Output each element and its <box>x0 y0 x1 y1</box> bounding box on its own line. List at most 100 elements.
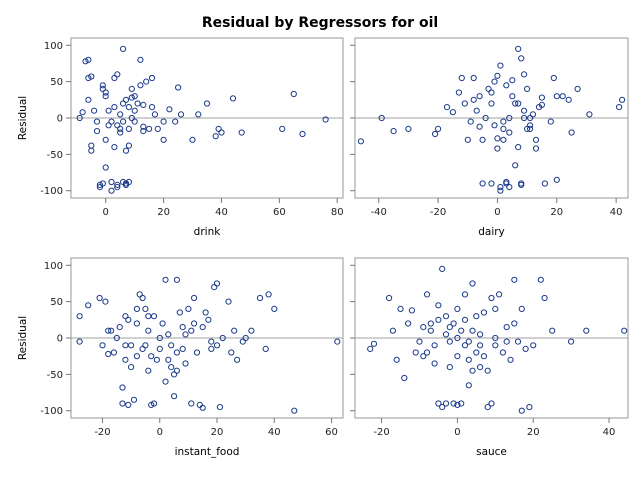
data-point <box>150 400 158 407</box>
data-point <box>467 118 474 125</box>
data-point <box>509 77 516 84</box>
data-point <box>234 356 241 363</box>
data-point <box>122 356 129 363</box>
data-point <box>120 118 127 125</box>
data-point <box>455 89 462 96</box>
data-points <box>76 276 341 414</box>
x-tick-label: -40 <box>371 207 387 218</box>
data-point <box>524 125 531 132</box>
data-point <box>290 90 297 98</box>
data-point <box>450 320 457 327</box>
data-point <box>568 129 575 136</box>
data-point <box>435 302 442 309</box>
data-point <box>143 78 150 85</box>
data-point <box>173 276 180 283</box>
data-point <box>439 404 446 411</box>
data-point <box>393 356 400 363</box>
data-point <box>133 305 140 312</box>
data-point <box>116 324 123 331</box>
data-point <box>195 111 202 118</box>
data-point <box>96 294 103 302</box>
data-point <box>494 72 501 79</box>
data-point <box>102 93 109 100</box>
data-point <box>99 82 106 89</box>
data-point <box>218 129 225 136</box>
data-point <box>156 334 163 342</box>
data-point <box>469 327 476 334</box>
data-point <box>140 123 147 130</box>
data-point <box>122 96 130 103</box>
data-point <box>473 349 480 356</box>
data-point <box>469 280 476 287</box>
data-point <box>527 125 534 132</box>
data-point <box>173 349 180 356</box>
data-point <box>102 164 109 171</box>
data-point <box>470 96 477 103</box>
data-point <box>550 74 557 82</box>
data-point <box>427 327 434 334</box>
data-point <box>93 128 101 135</box>
data-point <box>494 145 501 152</box>
data-point <box>208 345 215 352</box>
y-axis-label: Residual <box>17 316 29 360</box>
data-point <box>99 342 106 349</box>
data-point <box>484 404 491 411</box>
panel-instant_food: -20 0 20 40 60 -100 -50 0 50 100 instant_food Resid… <box>17 257 344 458</box>
panel-sauce: -20 0 20 40 sauce <box>350 257 629 458</box>
panel-drink: 0 20 40 60 80 -100 -50 0 50 100 drink Residual <box>17 37 344 238</box>
data-point <box>458 74 465 82</box>
data-point <box>497 62 504 69</box>
data-point <box>515 100 522 107</box>
data-point <box>432 130 439 138</box>
x-tick-label: 0 <box>454 427 460 438</box>
x-tick-label: 20 <box>211 427 224 438</box>
data-point <box>128 342 135 349</box>
data-point <box>500 118 507 125</box>
data-point <box>93 118 101 125</box>
data-point <box>188 327 195 334</box>
data-point <box>105 350 112 358</box>
data-point <box>265 291 272 298</box>
x-tick-label: -20 <box>430 207 446 218</box>
data-point <box>191 294 198 302</box>
data-point <box>565 96 572 103</box>
data-point <box>506 129 513 136</box>
x-tick-label: 40 <box>215 207 228 218</box>
data-point <box>442 331 450 338</box>
x-axis-label: drink <box>194 226 222 238</box>
data-point <box>102 136 109 143</box>
data-point <box>114 181 121 188</box>
data-point <box>162 276 169 283</box>
data-point <box>461 291 469 298</box>
y-tick-label: -100 <box>40 186 63 197</box>
data-point <box>182 331 189 338</box>
x-axis-label: sauce <box>476 446 507 458</box>
data-point <box>134 100 141 107</box>
x-tick-label: 20 <box>157 207 170 218</box>
data-point <box>133 320 140 327</box>
data-point <box>420 353 427 360</box>
data-point <box>442 313 450 320</box>
data-point <box>538 94 546 101</box>
data-point <box>541 180 549 187</box>
data-point <box>76 313 83 320</box>
data-point <box>105 107 112 114</box>
data-point <box>479 180 486 187</box>
data-point <box>492 334 499 342</box>
data-point <box>248 327 255 334</box>
data-point <box>137 82 144 89</box>
data-point <box>476 93 483 100</box>
data-point <box>160 118 167 125</box>
data-point <box>334 338 341 345</box>
data-point <box>176 309 183 316</box>
data-point <box>159 320 166 327</box>
data-point <box>168 342 175 349</box>
data-point <box>219 334 226 342</box>
data-point <box>454 334 461 342</box>
data-point <box>262 345 269 352</box>
data-point <box>439 265 446 272</box>
data-point <box>511 276 518 283</box>
data-point <box>477 331 484 338</box>
data-point <box>148 353 155 360</box>
